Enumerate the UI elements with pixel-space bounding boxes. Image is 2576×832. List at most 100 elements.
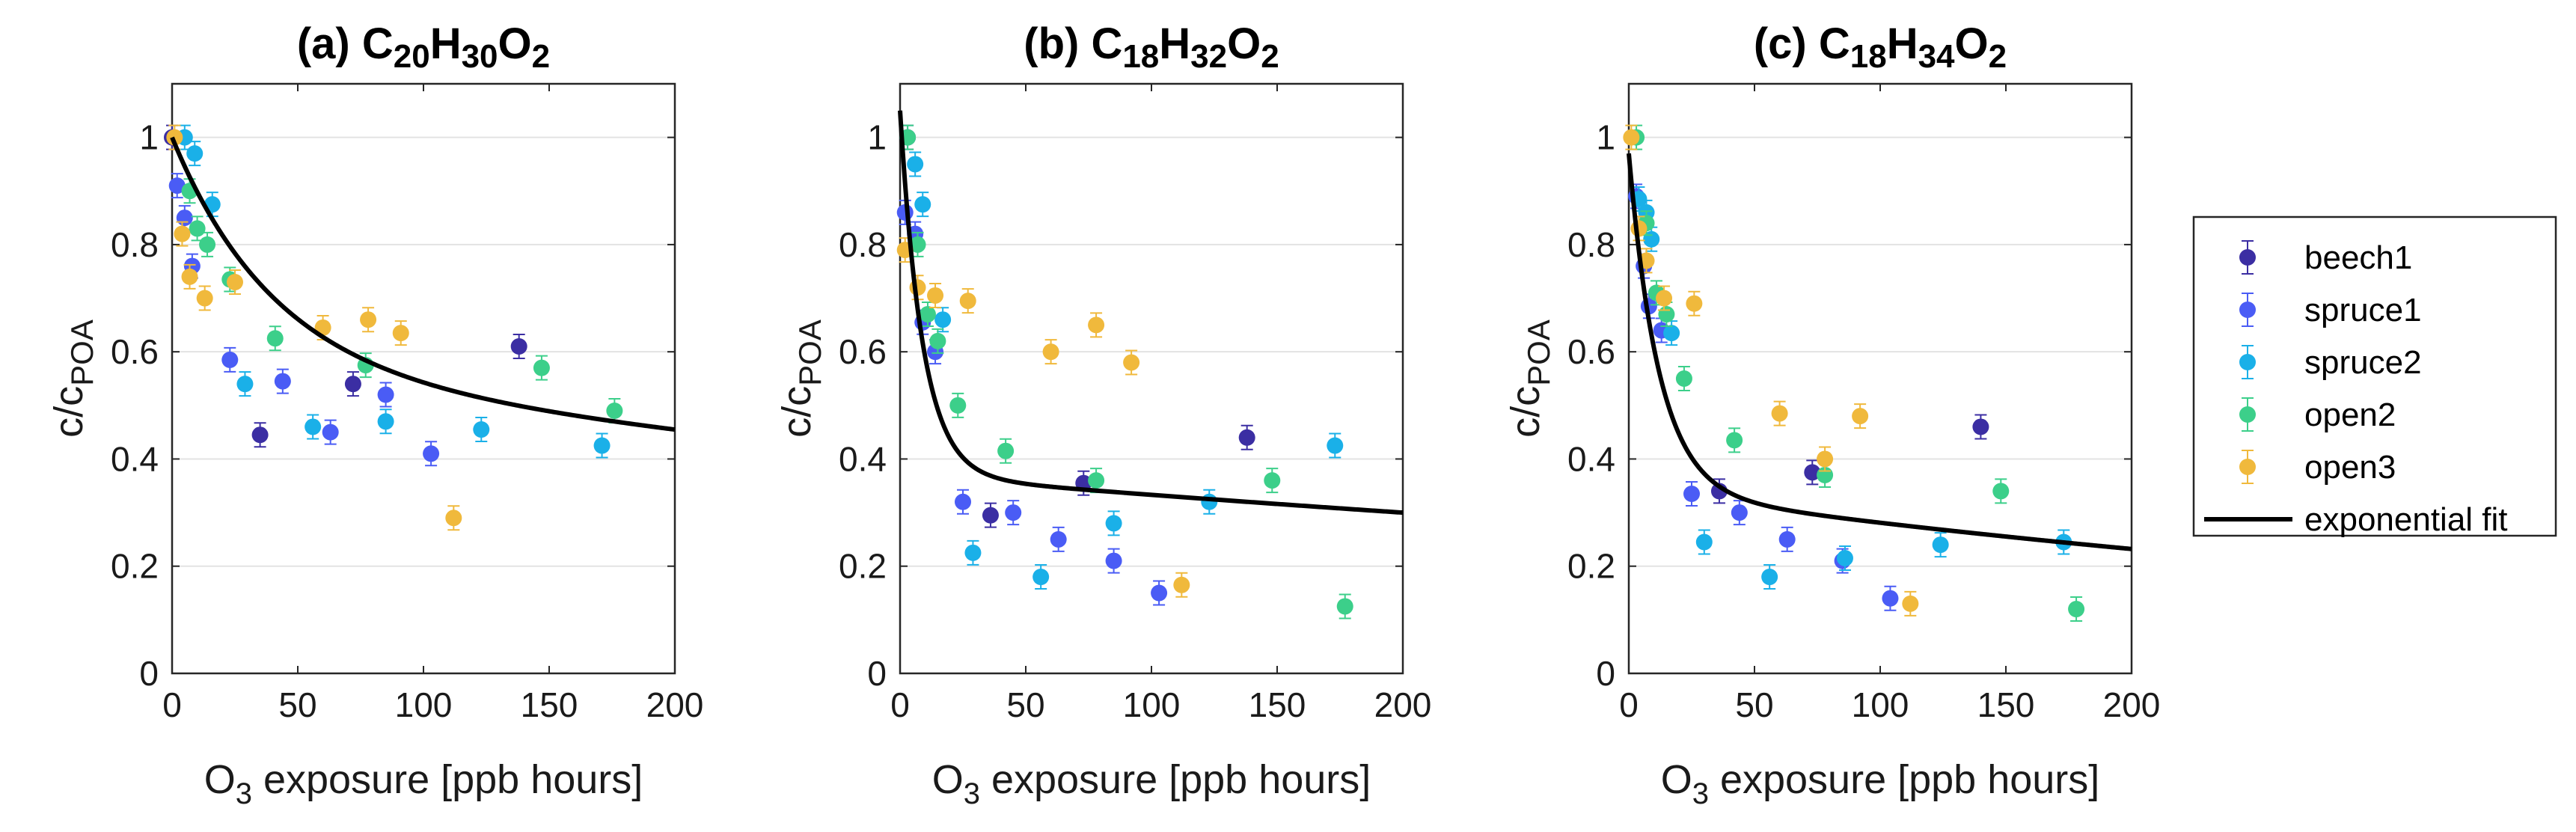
series-spruce2 [176, 124, 611, 459]
data-point [1173, 576, 1190, 593]
formula-subscript: 30 [462, 38, 498, 75]
title-prefix: (c) [1754, 19, 1819, 68]
data-point [189, 220, 206, 237]
legend-marker [2239, 459, 2256, 475]
y-axis-label: c/cPOA [1503, 319, 1556, 438]
legend-label: open3 [2304, 449, 2396, 486]
y-tick-label: 1 [867, 118, 887, 157]
data-point [1695, 533, 1713, 551]
data-point [305, 418, 322, 435]
data-point [168, 177, 186, 195]
data-point [1804, 464, 1821, 481]
plot-area [1629, 84, 2132, 673]
x-tick-label: 150 [1249, 685, 1306, 724]
data-point [997, 442, 1015, 459]
chart-title: (c) C18​H34​O2​ [1754, 19, 2007, 75]
legend-label: beech1 [2304, 239, 2412, 276]
x-tick-label: 200 [2103, 685, 2161, 724]
data-point [423, 445, 440, 462]
x-axis-label: O3 exposure [ppb hours] [204, 757, 643, 810]
data-point [377, 386, 394, 403]
formula-element: C [1091, 19, 1122, 68]
data-point [1836, 549, 1853, 566]
data-point [907, 156, 924, 173]
series-open2 [181, 178, 623, 423]
data-point [1238, 429, 1255, 446]
chart-panel-b: 0 50 100 150 200 0 0.2 0.4 0.6 0.8 1 (b) C18​H32​O2… [774, 19, 1431, 810]
data-point [1105, 552, 1122, 569]
data-point [1778, 530, 1796, 548]
x-label-subscript: 3 [1692, 777, 1709, 810]
data-point [322, 423, 339, 441]
x-tick-label: 100 [1852, 685, 1909, 724]
legend-label: spruce1 [2304, 292, 2422, 328]
title-prefix: (a) [297, 19, 362, 68]
data-point [606, 402, 623, 419]
data-point [1686, 295, 1703, 312]
series-open3 [166, 124, 462, 531]
data-point [1123, 354, 1140, 371]
x-tick-label: 200 [1374, 685, 1432, 724]
legend-fit-label: exponential fit [2304, 501, 2508, 538]
exponential-fit-line [1627, 153, 2133, 551]
y-tick-label: 1 [139, 118, 159, 157]
formula-subscript: 20 [394, 38, 430, 75]
chart-title: (a) C20​H30​O2​ [297, 19, 550, 75]
data-point [1088, 316, 1105, 334]
formula-subscript: 2 [1261, 38, 1279, 75]
legend-item-spruce1: spruce1 [2239, 292, 2422, 328]
formula-element: O [498, 19, 532, 68]
data-point [196, 290, 213, 307]
legend-marker [2239, 406, 2256, 423]
legend-item-open3: open3 [2239, 449, 2396, 486]
data-point [1663, 325, 1680, 342]
formula-element: H [430, 19, 462, 68]
data-point [934, 311, 952, 328]
formula-element: O [1227, 19, 1261, 68]
y-tick-label: 0.8 [839, 225, 887, 264]
y-tick-label: 0.2 [1567, 547, 1615, 586]
y-tick-label: 0.6 [1567, 332, 1615, 371]
x-label-main: O [932, 757, 964, 802]
data-point [1088, 472, 1105, 489]
data-point [236, 376, 254, 393]
formula-subscript: 18 [1122, 38, 1159, 75]
data-point [929, 332, 946, 349]
data-point [1817, 450, 1834, 468]
formula-element: C [362, 19, 394, 68]
data-point [1658, 306, 1675, 323]
y-label-main: c/c [774, 386, 819, 438]
data-point [909, 236, 926, 253]
formula-element: C [1819, 19, 1850, 68]
data-point [1201, 493, 1218, 510]
formula-subscript: 34 [1918, 38, 1955, 75]
y-label-main: c/c [46, 386, 91, 438]
data-point [1675, 370, 1692, 387]
x-label-main: O [1661, 757, 1692, 802]
legend: beech1 spruce1 spruce2 open2 open3 exponentia… [2192, 215, 2557, 538]
y-label-subscript: POA [792, 319, 827, 386]
data-point [959, 293, 976, 310]
y-tick-label: 0.4 [839, 439, 887, 478]
x-tick-label: 0 [1619, 685, 1639, 724]
data-point [221, 351, 239, 368]
data-point [533, 359, 550, 376]
data-point [982, 507, 999, 524]
y-label-subscript: POA [64, 319, 100, 386]
legend-marker [2239, 354, 2256, 370]
axes-box [171, 82, 676, 675]
axes-box [1627, 82, 2133, 675]
x-tick-label: 200 [646, 685, 704, 724]
data-point [176, 209, 193, 227]
data-point [227, 274, 243, 291]
data-point [927, 287, 944, 304]
legend-marker [2239, 302, 2256, 318]
x-tick-label: 150 [1977, 685, 2035, 724]
x-tick-label: 100 [395, 685, 453, 724]
y-tick-label: 0.8 [111, 225, 159, 264]
data-point [266, 330, 284, 347]
y-axis-label: c/cPOA [774, 319, 827, 438]
